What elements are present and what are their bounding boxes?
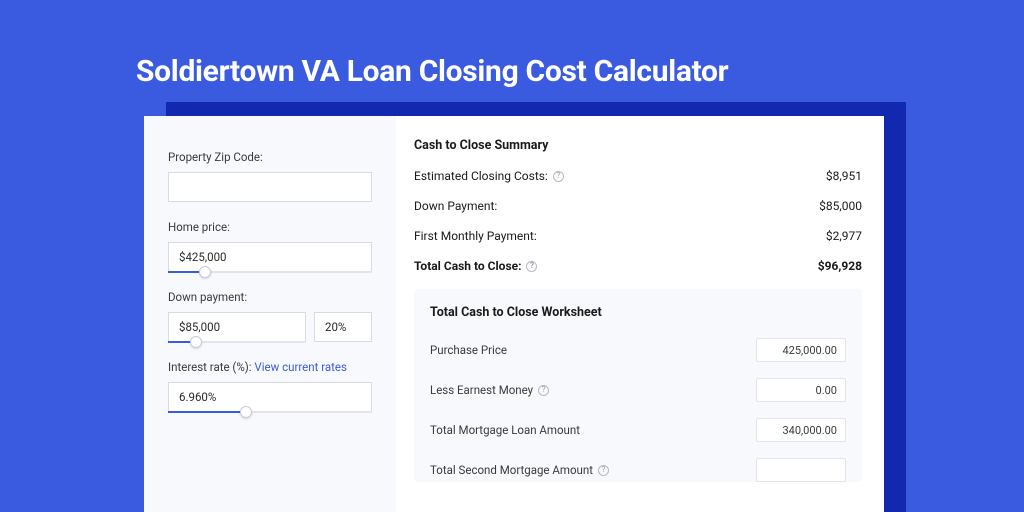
interest-rate-slider-thumb[interactable] <box>240 406 252 418</box>
interest-rate-group: Interest rate (%): View current rates <box>168 360 372 412</box>
results-main: Cash to Close Summary Estimated Closing … <box>396 116 884 512</box>
worksheet-title: Total Cash to Close Worksheet <box>430 305 846 320</box>
summary-row: Down Payment: $85,000 <box>414 199 862 213</box>
home-price-group: Home price: <box>168 220 372 272</box>
help-icon[interactable]: ? <box>598 465 609 476</box>
summary-row: First Monthly Payment: $2,977 <box>414 229 862 243</box>
summary-label-text: First Monthly Payment: <box>414 229 537 243</box>
page-title: Soldiertown VA Loan Closing Cost Calcula… <box>136 54 728 89</box>
summary-total-label: Total Cash to Close: <box>414 259 521 273</box>
worksheet-value-input[interactable] <box>756 338 846 362</box>
view-rates-link[interactable]: View current rates <box>254 360 347 374</box>
summary-label-text: Down Payment: <box>414 199 497 213</box>
summary-label-text: Estimated Closing Costs: <box>414 169 548 183</box>
summary-value: $85,000 <box>819 199 862 213</box>
home-price-label: Home price: <box>168 220 372 234</box>
help-icon[interactable]: ? <box>538 385 549 396</box>
help-icon[interactable]: ? <box>553 171 564 182</box>
home-price-input[interactable] <box>168 242 372 272</box>
summary-title: Cash to Close Summary <box>414 138 862 153</box>
down-payment-label: Down payment: <box>168 290 372 304</box>
home-price-slider-thumb[interactable] <box>199 266 211 278</box>
interest-rate-slider-fill <box>168 411 246 413</box>
home-price-slider <box>168 242 372 272</box>
worksheet-row: Total Second Mortgage Amount ? <box>430 458 846 482</box>
interest-rate-label: Interest rate (%): View current rates <box>168 360 372 374</box>
down-payment-slider-thumb[interactable] <box>190 336 202 348</box>
help-icon[interactable]: ? <box>526 261 537 272</box>
worksheet-label-text: Total Second Mortgage Amount <box>430 463 593 477</box>
zip-input[interactable] <box>168 172 372 202</box>
down-payment-slider <box>168 312 306 342</box>
summary-total-row: Total Cash to Close: ? $96,928 <box>414 259 862 273</box>
worksheet-panel: Total Cash to Close Worksheet Purchase P… <box>414 289 862 482</box>
worksheet-value-input[interactable] <box>756 458 846 482</box>
worksheet-label-text: Less Earnest Money <box>430 383 533 397</box>
down-payment-group: Down payment: <box>168 290 372 342</box>
down-payment-pct-input[interactable] <box>314 312 372 342</box>
worksheet-label-text: Total Mortgage Loan Amount <box>430 423 580 437</box>
worksheet-value-input[interactable] <box>756 418 846 442</box>
worksheet-value-input[interactable] <box>756 378 846 402</box>
worksheet-row: Less Earnest Money ? <box>430 378 846 402</box>
summary-row: Estimated Closing Costs: ? $8,951 <box>414 169 862 183</box>
interest-rate-input[interactable] <box>168 382 372 412</box>
zip-group: Property Zip Code: <box>168 150 372 202</box>
down-payment-input[interactable] <box>168 312 306 342</box>
summary-total-value: $96,928 <box>818 259 862 273</box>
interest-rate-label-text: Interest rate (%): <box>168 360 254 374</box>
inputs-sidebar: Property Zip Code: Home price: Down paym… <box>144 116 396 512</box>
worksheet-row: Purchase Price <box>430 338 846 362</box>
summary-value: $2,977 <box>826 229 862 243</box>
calculator-panel: Property Zip Code: Home price: Down paym… <box>144 116 884 512</box>
zip-label: Property Zip Code: <box>168 150 372 164</box>
interest-rate-slider <box>168 382 372 412</box>
worksheet-row: Total Mortgage Loan Amount <box>430 418 846 442</box>
worksheet-label-text: Purchase Price <box>430 343 507 357</box>
summary-value: $8,951 <box>826 169 862 183</box>
